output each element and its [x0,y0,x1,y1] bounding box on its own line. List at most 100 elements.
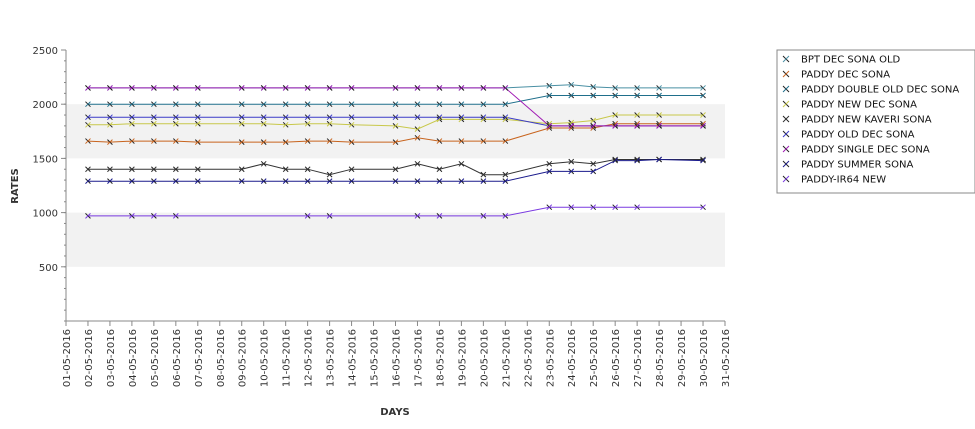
data-point [546,125,553,131]
data-point [502,85,509,91]
data-point [502,212,509,219]
point-stroke [172,120,179,127]
legend-marker [782,130,790,138]
point-stroke [458,85,465,91]
data-point [568,158,575,165]
point-stroke [656,112,662,118]
point-stroke [700,204,706,211]
legend-label: PADDY OLD DEC SONA [801,130,915,141]
data-point [590,204,597,211]
point-stroke [612,157,619,164]
data-point [414,160,421,167]
data-point [107,101,113,108]
data-point [348,166,355,173]
data-point [458,138,465,144]
point-stroke [151,101,157,108]
data-point [612,123,619,129]
data-point [392,85,399,91]
point-stroke [480,138,487,144]
data-point [326,138,333,144]
data-point [458,85,465,91]
data-point [260,120,267,127]
data-point [414,178,421,185]
point-stroke [414,114,421,121]
point-stroke [85,138,91,144]
point-stroke [436,101,443,108]
data-point [282,166,289,173]
data-point [700,157,706,164]
legend-item: PADDY DOUBLE OLD DEC SONA [782,85,959,96]
data-point [172,178,179,185]
data-point [194,139,201,145]
point-stroke [194,139,201,145]
point-stroke [304,114,311,121]
x-tick-label: 06-05-2016 [172,329,183,387]
x-tick-label: 25-05-2016 [589,329,600,387]
point-stroke [502,178,509,185]
data-point [326,212,333,219]
data-point [107,166,113,173]
data-point [304,138,311,144]
data-point [546,168,553,175]
point-stroke [194,120,201,127]
point-stroke [480,101,487,108]
x-tick-label: 01-05-2016 [62,329,73,387]
point-stroke [129,138,135,144]
point-stroke [656,85,662,91]
data-point [282,85,289,91]
data-point [194,120,201,127]
point-stroke [612,156,619,163]
data-point [172,120,179,127]
point-stroke [700,157,706,164]
y-axis-ticks: 500 1000 1500 2000 2500 [33,46,66,322]
data-point [260,85,267,91]
x-tick-label: 03-05-2016 [106,329,117,387]
data-point [260,160,267,167]
x-tick-label: 29-05-2016 [677,329,688,387]
data-point [480,138,487,144]
y-tick-label: 500 [39,263,58,274]
data-point [458,114,465,121]
point-stroke [480,212,487,219]
data-point [282,121,289,128]
data-point [129,138,135,144]
data-point [458,116,465,123]
point-stroke [480,178,487,185]
data-point [414,114,421,121]
point-stroke [568,168,575,175]
point-stroke [348,139,355,145]
data-point [238,85,245,91]
point-stroke [480,85,487,91]
data-point [656,112,662,118]
point-stroke [282,114,289,121]
data-point [436,138,443,144]
point-stroke [458,138,465,144]
x-tick-label: 05-05-2016 [150,329,161,387]
data-point [546,204,553,211]
data-point [282,114,289,121]
point-stroke [172,85,179,91]
legend-label: PADDY SINGLE DEC SONA [801,145,930,156]
point-stroke [260,101,267,108]
point-stroke [85,212,91,219]
point-stroke [414,212,421,219]
point-stroke [304,212,311,219]
data-point [634,204,640,211]
x-tick-label: 07-05-2016 [194,329,205,387]
point-stroke [282,139,289,145]
point-stroke [151,120,157,127]
point-stroke [392,85,399,91]
x-tick-label: 31-05-2016 [721,329,732,387]
legend-item: BPT DEC SONA OLD [782,55,901,66]
point-stroke [590,117,597,124]
point-stroke [85,85,91,91]
point-stroke [326,120,333,127]
point-stroke [480,116,487,123]
point-stroke [348,121,355,128]
data-point [634,156,640,163]
data-point [414,212,421,219]
data-point [304,166,311,173]
point-stroke [392,101,399,108]
data-point [414,85,421,91]
